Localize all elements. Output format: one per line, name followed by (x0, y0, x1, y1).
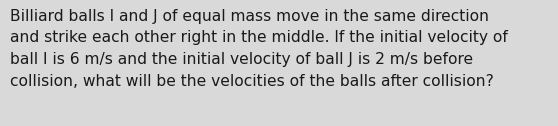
Text: Billiard balls I and J of equal mass move in the same direction
and strike each : Billiard balls I and J of equal mass mov… (10, 9, 508, 89)
